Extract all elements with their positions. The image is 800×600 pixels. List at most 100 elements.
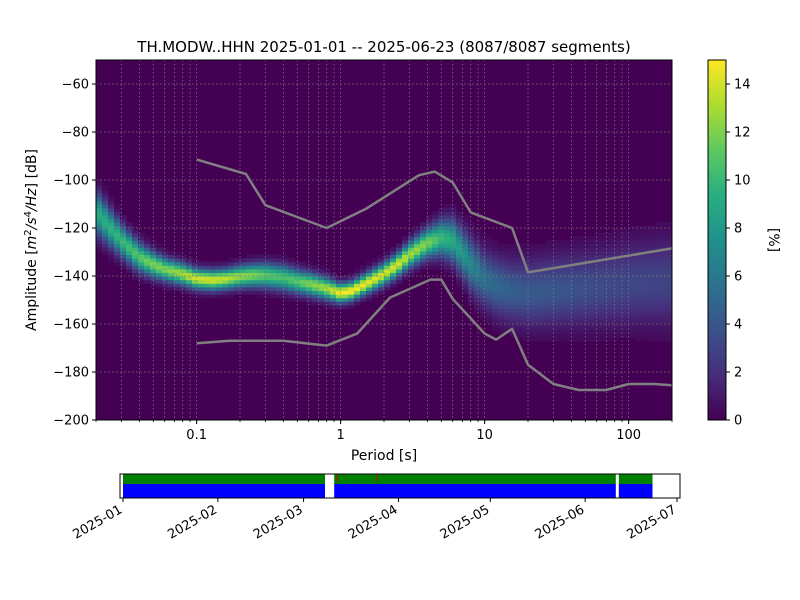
heatmap-cell (600, 312, 607, 317)
heatmap-cell (336, 301, 343, 306)
heatmap-cell (288, 265, 295, 270)
heatmap-cell (468, 258, 475, 263)
heatmap-cell (144, 272, 151, 277)
heatmap-cell (144, 268, 151, 273)
heatmap-cell (522, 268, 529, 273)
heatmap-cell (450, 236, 457, 241)
heatmap-cell (564, 258, 571, 263)
heatmap-cell (108, 236, 115, 241)
heatmap-cell (246, 290, 253, 295)
heatmap-cell (120, 265, 127, 270)
heatmap-cell (474, 265, 481, 270)
heatmap-cell (606, 315, 613, 320)
heatmap-cell (618, 276, 625, 281)
heatmap-cell (426, 218, 433, 223)
heatmap-cell (498, 272, 505, 277)
heatmap-cell (552, 301, 559, 306)
heatmap-cell (270, 294, 277, 299)
heatmap-cell (324, 279, 331, 284)
heatmap-cell (486, 301, 493, 306)
heatmap-cell (486, 236, 493, 241)
heatmap-cell (312, 290, 319, 295)
heatmap-cell (120, 247, 127, 252)
heatmap-cell (252, 272, 259, 277)
heatmap-cell (372, 294, 379, 299)
heatmap-cell (96, 229, 103, 234)
heatmap-cell (474, 247, 481, 252)
heatmap-cell (594, 232, 601, 237)
heatmap-cell (366, 297, 373, 302)
heatmap-cell (612, 333, 619, 338)
heatmap-cell (612, 247, 619, 252)
heatmap-cell (546, 304, 553, 309)
heatmap-cell (156, 276, 163, 281)
heatmap-cell (468, 301, 475, 306)
heatmap-cell (528, 319, 535, 324)
heatmap-cell (576, 258, 583, 263)
heatmap-cell (414, 229, 421, 234)
heatmap-cell (558, 268, 565, 273)
heatmap-cell (570, 236, 577, 241)
coverage-data-segment (123, 474, 325, 484)
heatmap-cell (504, 312, 511, 317)
heatmap-cell (504, 322, 511, 327)
heatmap-cell (600, 301, 607, 306)
heatmap-cell (666, 304, 672, 309)
heatmap-cell (666, 312, 672, 317)
heatmap-cell (576, 326, 583, 331)
heatmap-cell (480, 261, 487, 266)
heatmap-cell (228, 258, 235, 263)
heatmap-cell (474, 236, 481, 241)
heatmap-cell (612, 330, 619, 335)
heatmap-cell (432, 218, 439, 223)
heatmap-cell (132, 268, 139, 273)
heatmap-cell (276, 286, 283, 291)
heatmap-cell (96, 182, 103, 187)
heatmap-cell (156, 261, 163, 266)
heatmap-cell (564, 301, 571, 306)
heatmap-cell (642, 333, 649, 338)
heatmap-cell (582, 272, 589, 277)
heatmap-cell (528, 337, 535, 342)
heatmap-cell (558, 243, 565, 248)
heatmap-cell (114, 247, 121, 252)
heatmap-cell (576, 283, 583, 288)
heatmap-cell (516, 312, 523, 317)
heatmap-cell (318, 290, 325, 295)
heatmap-cell (654, 240, 661, 245)
heatmap-cell (204, 290, 211, 295)
heatmap-cell (474, 308, 481, 313)
heatmap-cell (390, 276, 397, 281)
heatmap-cell (654, 250, 661, 255)
heatmap-cell (522, 258, 529, 263)
heatmap-cell (636, 301, 643, 306)
heatmap-cell (108, 240, 115, 245)
coverage-bar (119, 473, 681, 499)
heatmap-cell (204, 279, 211, 284)
heatmap-cell (432, 229, 439, 234)
heatmap-cell (522, 319, 529, 324)
heatmap-cell (618, 333, 625, 338)
heatmap-cell (522, 276, 529, 281)
heatmap-cell (336, 283, 343, 288)
heatmap-cell (534, 290, 541, 295)
heatmap-cell (186, 290, 193, 295)
heatmap-cell (510, 268, 517, 273)
heatmap-cell (366, 272, 373, 277)
heatmap-cell (522, 308, 529, 313)
heatmap-cell (480, 247, 487, 252)
heatmap-cell (306, 272, 313, 277)
heatmap-cell (120, 222, 127, 227)
heatmap-cell (192, 265, 199, 270)
heatmap-cell (528, 276, 535, 281)
heatmap-cell (102, 229, 109, 234)
heatmap-cell (492, 283, 499, 288)
heatmap-cell (510, 247, 517, 252)
heatmap-cell (606, 240, 613, 245)
heatmap-cell (276, 265, 283, 270)
heatmap-cell (456, 232, 463, 237)
heatmap-cell (558, 312, 565, 317)
heatmap-cell (510, 286, 517, 291)
heatmap-cell (654, 229, 661, 234)
